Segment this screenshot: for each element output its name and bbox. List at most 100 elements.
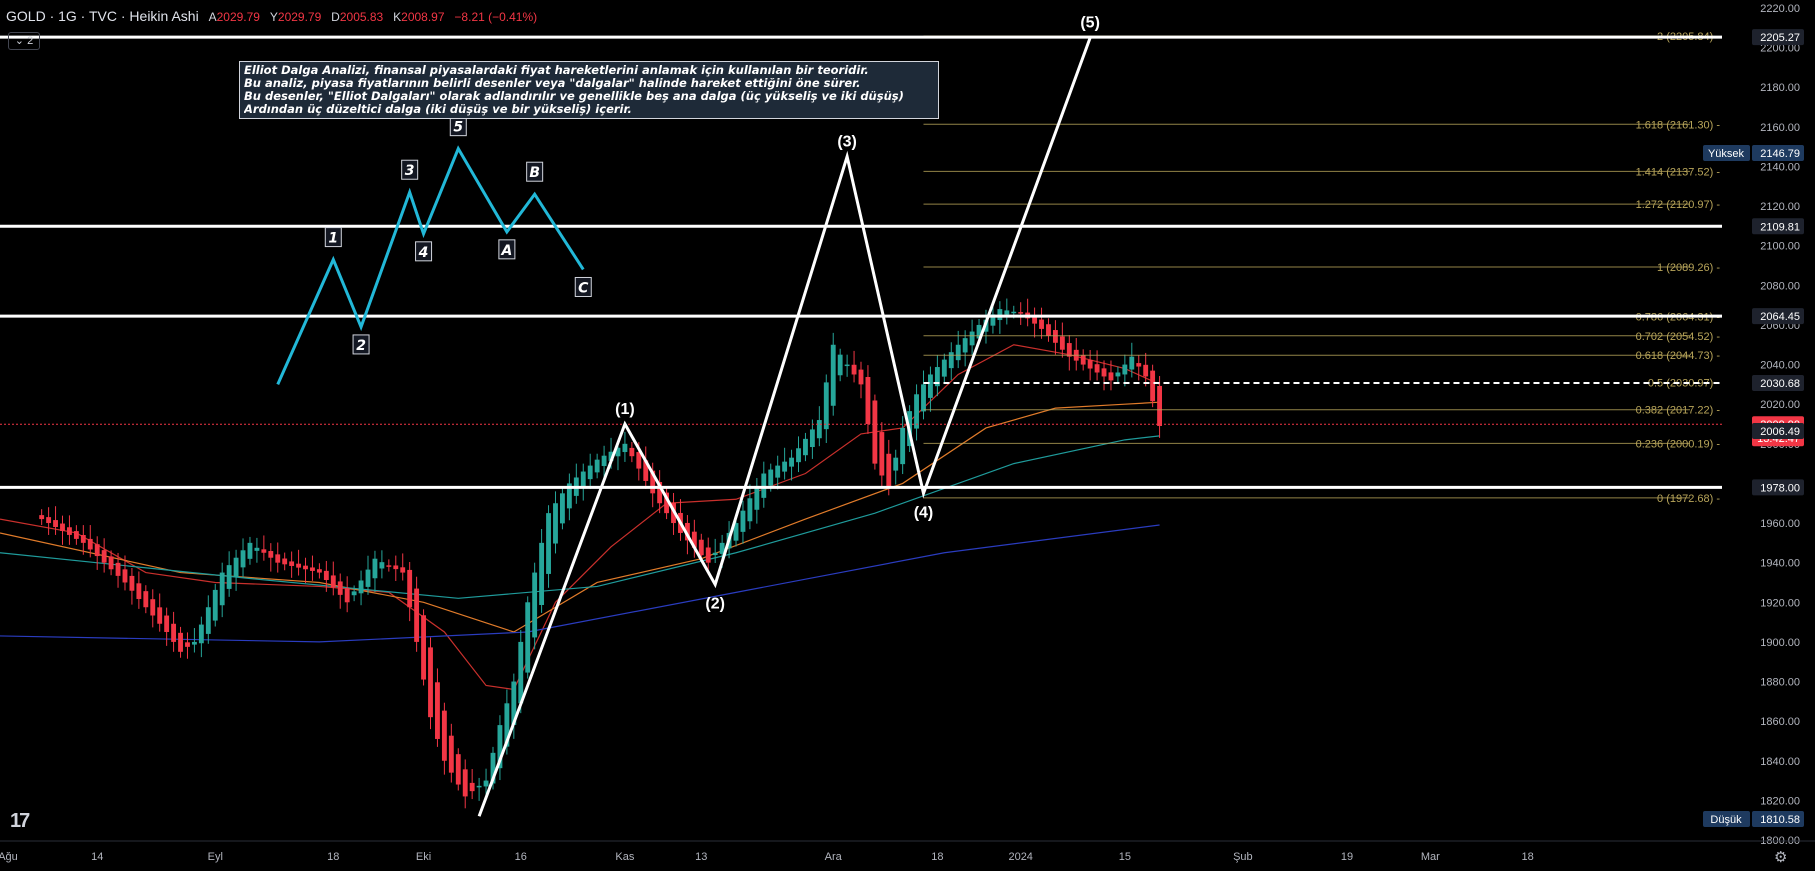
price-tick-label: 1900.00 [1760,637,1800,649]
candle-body [129,575,135,591]
candle-body [941,359,947,377]
price-label-text: 2064.45 [1760,311,1800,323]
candle-body [198,624,204,644]
price-label-text: 2006.49 [1760,426,1800,438]
fib-level-label: 1 (2089.26) - [1657,262,1720,274]
candle-body [546,513,551,574]
time-tick-label: 14 [91,851,103,863]
price-tick-label: 1920.00 [1760,597,1800,609]
time-tick-label: 15 [1119,851,1131,863]
wave-label: (5) [1080,15,1100,32]
elliott-waves[interactable]: (1) (2) (3) (4) (5) [477,15,1100,817]
candle-body [497,725,503,769]
price-tick-label: 2120.00 [1760,201,1800,213]
candle-body [580,471,586,487]
candle-body [1157,385,1163,426]
candle-body [643,460,649,481]
candle-body [219,572,225,606]
candle-body [310,567,315,571]
candle-body [1039,319,1044,329]
candle-body [886,453,892,488]
candle-body [740,510,746,532]
symbol-title[interactable]: GOLD · 1G · TVC · Heikin Ashi [6,8,199,24]
price-tick-label: 1960.00 [1760,518,1800,530]
wave-label: (2) [705,595,725,612]
candle-body [934,367,940,387]
candle-body [483,780,489,787]
schematic-label-box [352,334,370,355]
candle-body [191,641,197,645]
candle-body [330,575,336,588]
price-axis[interactable]: 1800.001820.001840.001860.001880.001900.… [1703,0,1815,871]
candle-body [684,522,690,541]
schematic-label-box [574,276,592,297]
candle-body [712,552,718,556]
candle-body [1136,363,1142,367]
candle-body [518,641,524,704]
candle-body [289,561,295,566]
candle-body [775,465,781,478]
candle-body [448,735,454,773]
candle-body [296,563,302,568]
candle-body [233,557,239,578]
candle-body [733,523,739,541]
candle-body [594,459,600,473]
candle-body [872,400,878,464]
candle-body [386,565,392,567]
candle-body [178,632,183,652]
tradingview-logo-icon[interactable]: 17 [10,810,30,832]
candle-body [1052,330,1058,343]
candle-body [664,492,670,514]
price-tick-label: 2220.00 [1760,3,1800,15]
open-value: 2029.79 [216,10,260,24]
price-label-text: 2146.79 [1760,148,1800,160]
candle-body [622,443,628,453]
price-label-text: 2205.27 [1760,32,1800,44]
candle-body [240,550,246,568]
price-tag-box [1703,145,1750,162]
gear-icon[interactable]: ⚙ [1774,849,1788,866]
candle-body [803,438,808,456]
time-axis[interactable]: Ağu 14 Eyl 18 Eki 16 Kas 13 Ara 18 2024 15 Şub 19 Mar 1… [0,840,1815,863]
indicator-collapse-button[interactable]: ⌄ 2 [8,32,40,50]
candle-body [261,549,267,553]
elliott-schematic[interactable]: 1 2 3 4 5 A B C [276,116,592,385]
fibonacci-levels[interactable]: 0 (1972.68) - 0.236 (2000.19) - 0.382 (201… [923,31,1722,505]
low-label: D [331,10,340,24]
price-tick-label: 2140.00 [1760,161,1800,173]
candle-body [108,556,114,570]
schematic-label: 2 [356,338,366,354]
candle-body [393,565,399,570]
price-tick-label: 2040.00 [1760,360,1800,372]
note-line: Ardından üç düzeltici dalga (iki düşüş v… [244,103,632,116]
candle-body [615,447,621,457]
candle-body [747,498,753,522]
high-label: Y [269,10,278,24]
price-label-box [1752,422,1804,439]
candle-body [87,538,93,550]
analysis-note[interactable]: Elliot Dalga Analizi, finansal piyasalar… [239,61,939,119]
candle-body [247,542,253,559]
candle-body [650,470,656,494]
moving-average-line [0,435,1160,599]
candle-body [323,570,329,580]
schematic-label-box [401,159,419,180]
candle-body [893,457,899,471]
fib-level-label: 0 (1972.68) - [1657,493,1720,505]
candle-body [80,534,86,543]
candle-body [511,681,517,725]
moving-average-line [0,524,1160,643]
time-tick-label: 18 [327,851,339,863]
time-tick-label: 18 [931,851,943,863]
candle-body [1004,310,1010,315]
schematic-label-box [498,239,516,260]
candle-body [1129,356,1135,370]
price-label-box [1752,218,1804,235]
note-line: Bu analiz, piyasa fiyatlarının belirli d… [244,77,861,90]
candle-body [1011,311,1017,314]
horizontal-lines[interactable] [0,35,1722,489]
candle-body [928,374,933,398]
fib-level-label: 1.272 (2120.97) - [1636,199,1721,211]
candle-body [698,539,704,556]
